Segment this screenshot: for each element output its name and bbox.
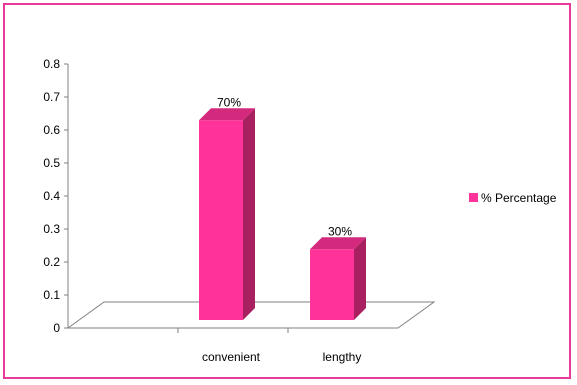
y-tick-label: 0.3 <box>43 222 60 236</box>
legend: % Percentage <box>469 191 557 205</box>
bar-front-lengthy <box>310 249 354 320</box>
bar-top-convenient <box>199 108 255 121</box>
bar-side-convenient <box>243 108 255 320</box>
data-label-convenient: 70% <box>217 95 241 109</box>
y-tick-label: 0.5 <box>43 156 60 170</box>
x-tick-label-lengthy: lengthy <box>323 350 362 364</box>
y-tick-label: 0.1 <box>43 288 60 302</box>
bar-top-lengthy <box>310 237 366 250</box>
bar-front-convenient <box>199 120 243 320</box>
axis-layer: 0 0.1 0.2 0.3 0.4 0.5 0.6 0.7 0.8 <box>43 57 69 335</box>
y-tick-label: 0.2 <box>43 255 60 269</box>
chart-frame <box>3 3 571 379</box>
y-tick-label: 0.8 <box>43 57 60 71</box>
data-label-lengthy: 30% <box>328 224 352 238</box>
legend-swatch <box>469 193 478 202</box>
y-tick-label: 0.7 <box>43 90 60 104</box>
labels-layer: 70% convenient 30% lengthy <box>202 95 361 364</box>
x-tick-label-convenient: convenient <box>202 350 261 364</box>
bars-layer <box>199 108 366 320</box>
bar-side-lengthy <box>354 237 366 320</box>
y-tick-label: 0 <box>53 321 60 335</box>
y-tick-label: 0.6 <box>43 123 60 137</box>
chart-floor <box>66 301 436 333</box>
legend-label: % Percentage <box>481 191 557 205</box>
y-tick-label: 0.4 <box>43 189 60 203</box>
